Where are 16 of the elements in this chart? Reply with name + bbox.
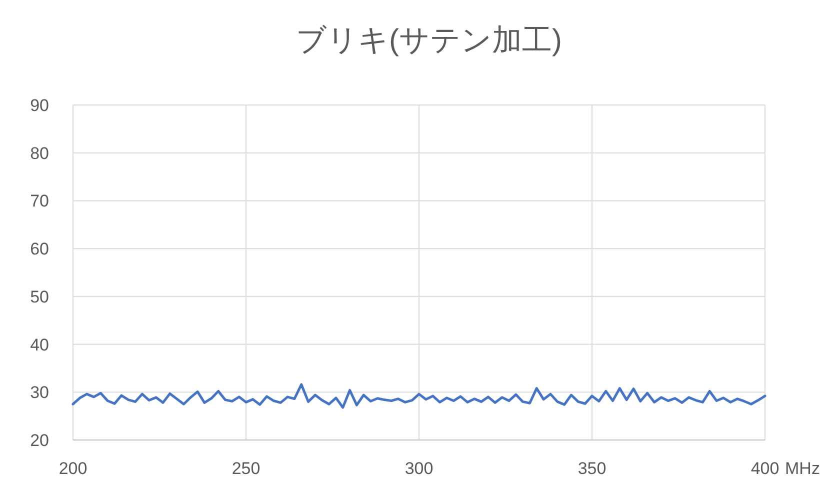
y-tick-label: 70: [30, 192, 49, 211]
x-tick-label: 400: [750, 459, 780, 478]
y-tick-label: 20: [30, 431, 49, 450]
x-tick-label: 250: [232, 459, 260, 478]
x-axis-title: MHz: [785, 459, 820, 478]
x-tick-label: 350: [578, 459, 606, 478]
x-tick-label: 300: [404, 459, 434, 478]
y-tick-label: 50: [30, 287, 49, 306]
y-tick-label: 80: [30, 144, 49, 163]
y-tick-label: 60: [30, 240, 49, 259]
y-tick-label: 30: [30, 383, 49, 402]
x-tick-label: 200: [58, 459, 88, 478]
y-tick-label: 40: [30, 335, 49, 354]
y-tick-label: 90: [30, 96, 49, 115]
chart-title: ブリキ(サテン加工): [296, 24, 562, 57]
line-series: [72, 383, 766, 409]
